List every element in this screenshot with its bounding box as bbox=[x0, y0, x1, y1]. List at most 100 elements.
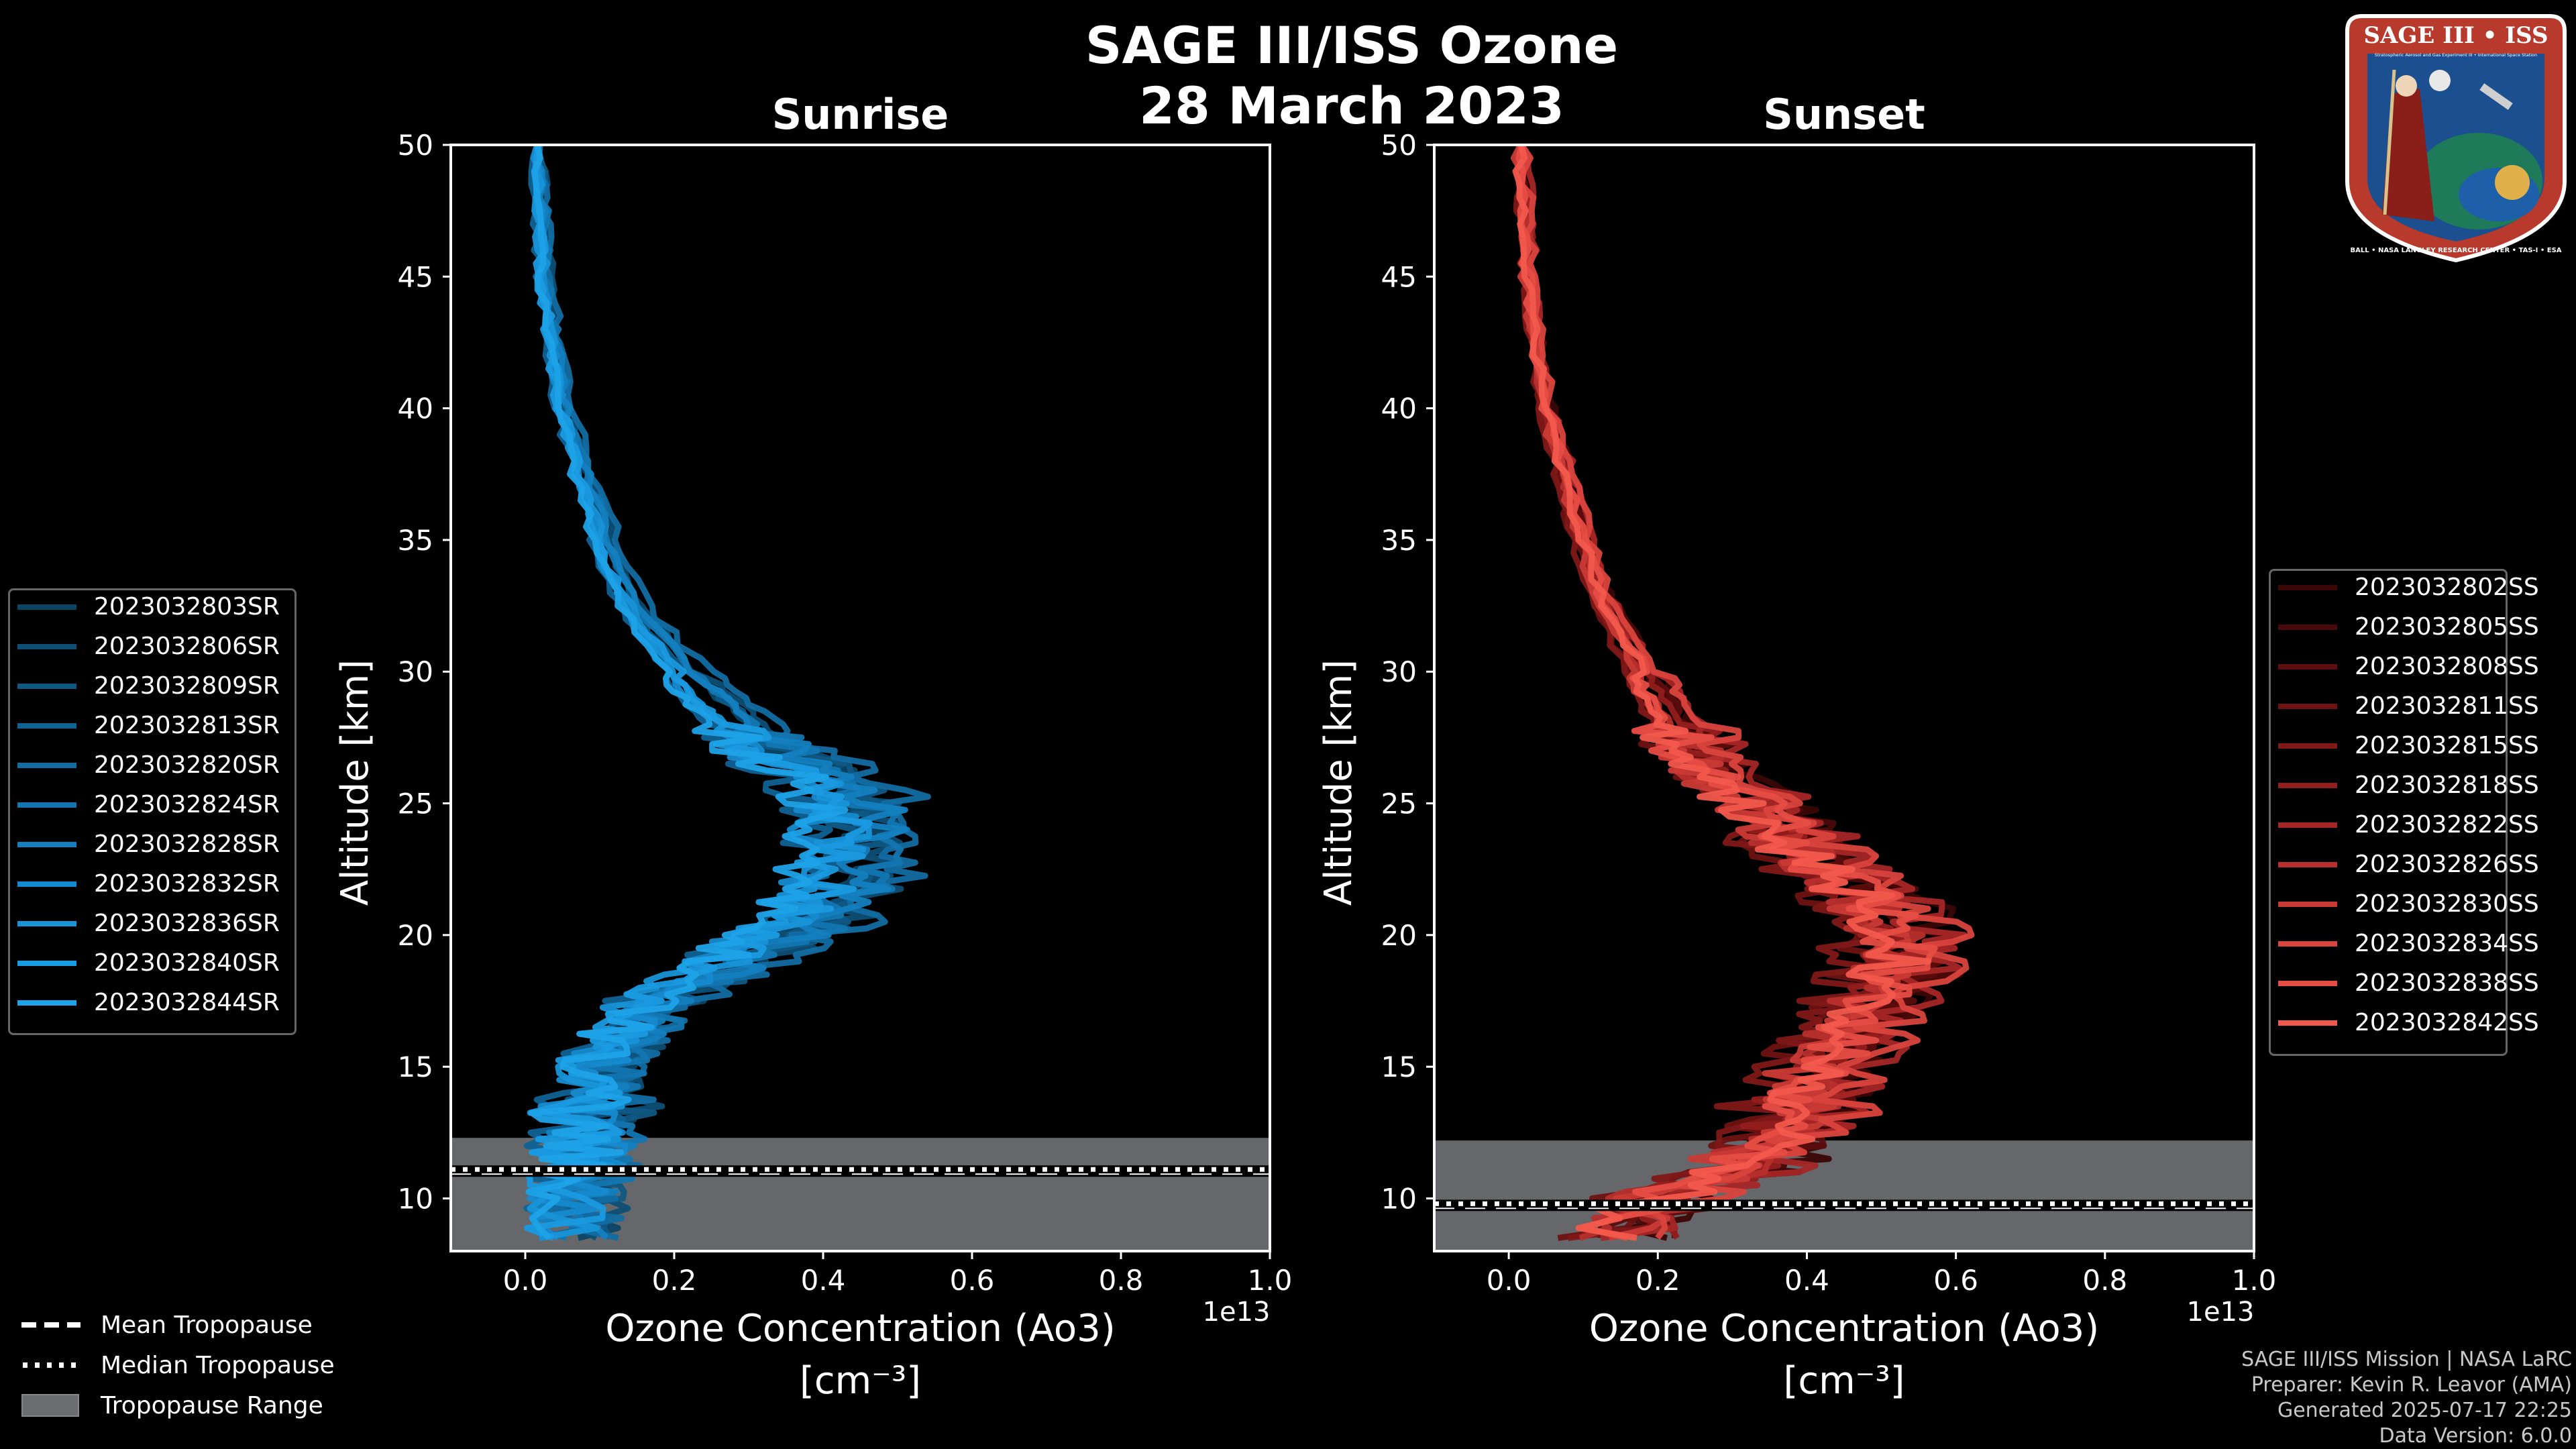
y-tick-label: 50 bbox=[398, 129, 433, 162]
y-tick-label: 20 bbox=[398, 919, 433, 952]
y-tick-label: 15 bbox=[1381, 1051, 1417, 1083]
profile-line-2023032822SS bbox=[1518, 145, 1968, 1241]
legend-item: 2023032836SR bbox=[17, 910, 280, 937]
profile-line-2023032834SS bbox=[1518, 145, 1975, 1240]
legend-label: 2023032844SR bbox=[94, 989, 280, 1016]
y-tick-label: 15 bbox=[398, 1051, 433, 1083]
y-axis-label: Altitude [km] bbox=[333, 659, 377, 906]
x-tick-label: 0.6 bbox=[1933, 1264, 1978, 1297]
legend-line-swatch bbox=[17, 683, 76, 689]
legend-item: 2023032830SS bbox=[2278, 890, 2539, 918]
y-tick-label: 40 bbox=[398, 392, 433, 425]
tropopause-legend: Mean Tropopause Median Tropopause Tropop… bbox=[21, 1305, 335, 1426]
legend-line-swatch bbox=[17, 841, 76, 847]
sunset-panel: 0.0 0.2 0.4 0.6 0.8 1.0 10 15 20 25 30 35 40 45 50 Suns… bbox=[1317, 90, 2276, 1403]
legend-item: 2023032808SS bbox=[2278, 653, 2539, 680]
x-tick-label: 0.6 bbox=[950, 1264, 995, 1297]
staff-icon bbox=[2383, 69, 2396, 215]
legend-label: Mean Tropopause bbox=[101, 1311, 313, 1339]
legend-label: 2023032803SR bbox=[94, 593, 280, 621]
x-tick-label: 0.2 bbox=[1635, 1264, 1680, 1297]
legend-label: 2023032809SR bbox=[94, 672, 280, 700]
legend-line-swatch bbox=[2278, 901, 2337, 907]
sunset-legend bbox=[2269, 569, 2508, 1056]
logo-ring-text: BALL • NASA LANGLEY RESEARCH CENTER • TA… bbox=[2350, 247, 2561, 254]
legend-item: 2023032811SS bbox=[2278, 692, 2539, 720]
axes-frame bbox=[1433, 144, 2255, 1252]
profile-line-2023032802SS bbox=[1515, 145, 1964, 1241]
x-offset-label: 1e13 bbox=[1203, 1297, 1271, 1328]
tropopause-range-band bbox=[1434, 1140, 2254, 1251]
x-tick-label: 0.8 bbox=[2082, 1264, 2127, 1297]
legend-label: 2023032842SS bbox=[2355, 1009, 2539, 1036]
legend-label: 2023032824SR bbox=[94, 791, 280, 818]
legend-label: 2023032834SS bbox=[2355, 930, 2539, 957]
y-axis-label: Altitude [km] bbox=[1317, 659, 1360, 906]
legend-item: 2023032826SS bbox=[2278, 851, 2539, 878]
legend-label: 2023032840SR bbox=[94, 949, 280, 977]
gray-patch-icon bbox=[21, 1394, 79, 1417]
figure-title: SAGE III/ISS Ozone bbox=[1085, 15, 1618, 75]
legend-line-swatch bbox=[2278, 861, 2337, 867]
legend-label: Tropopause Range bbox=[101, 1391, 323, 1419]
logo-subtitle: Stratospheric Aerosol and Gas Experiment… bbox=[2375, 52, 2537, 58]
profile-line-2023032842SS bbox=[1512, 145, 1932, 1241]
axes-frame bbox=[449, 144, 1271, 1252]
legend-item: 2023032802SS bbox=[2278, 574, 2539, 601]
legend-line-swatch bbox=[17, 643, 76, 649]
y-tick-label: 30 bbox=[398, 655, 433, 688]
legend-label: 2023032808SS bbox=[2355, 653, 2539, 680]
logo-title: SAGE III • ISS bbox=[2363, 22, 2548, 49]
sage-iii-iss-mission-logo: SAGE III • ISS Stratospheric Aerosol and… bbox=[2345, 14, 2567, 263]
legend-median-tropopause: Median Tropopause bbox=[21, 1345, 335, 1385]
figure-head-icon bbox=[2396, 75, 2417, 97]
legend-line-swatch bbox=[2278, 584, 2337, 590]
legend-label: 2023032806SR bbox=[94, 633, 280, 660]
legend-item: 2023032828SR bbox=[17, 830, 280, 858]
profile-line-2023032844SR bbox=[525, 145, 849, 1240]
legend-line-swatch bbox=[2278, 980, 2337, 986]
legend-label: 2023032826SS bbox=[2355, 851, 2539, 878]
legend-item: 2023032844SR bbox=[17, 989, 280, 1016]
sun-icon bbox=[2495, 165, 2530, 200]
x-tick-label: 1.0 bbox=[2232, 1264, 2277, 1297]
legend-label: 2023032805SS bbox=[2355, 613, 2539, 641]
x-axis-label: Ozone Concentration (Ao3) bbox=[1589, 1307, 2099, 1350]
legend-label: 2023032802SS bbox=[2355, 574, 2539, 601]
panel-title: Sunset bbox=[1763, 90, 1925, 139]
legend-line-swatch bbox=[17, 762, 76, 768]
x-tick-label: 0.8 bbox=[1099, 1264, 1144, 1297]
legend-label: 2023032822SS bbox=[2355, 811, 2539, 839]
x-offset-label: 1e13 bbox=[2187, 1297, 2255, 1328]
legend-line-swatch bbox=[17, 960, 76, 966]
panel-title: Sunrise bbox=[772, 90, 949, 139]
x-tick-label: 0.4 bbox=[801, 1264, 846, 1297]
legend-label: 2023032818SS bbox=[2355, 771, 2539, 799]
legend-line-swatch bbox=[2278, 703, 2337, 709]
legend-item: 2023032834SS bbox=[2278, 930, 2539, 957]
legend-line-swatch bbox=[17, 920, 76, 926]
legend-label: 2023032813SR bbox=[94, 712, 280, 739]
legend-item: 2023032840SR bbox=[17, 949, 280, 977]
footer-mission: SAGE III/ISS Mission | NASA LaRC bbox=[2241, 1348, 2572, 1371]
profile-line-2023032805SS bbox=[1515, 145, 1965, 1238]
figure-robe-icon bbox=[2382, 89, 2434, 221]
footer-generated: Generated 2025-07-17 22:25 bbox=[2277, 1399, 2572, 1422]
legend-item: 2023032832SR bbox=[17, 870, 280, 898]
y-tick-label: 45 bbox=[398, 260, 433, 293]
y-tick-label: 50 bbox=[1381, 129, 1417, 162]
legend-label: 2023032838SS bbox=[2355, 969, 2539, 997]
legend-label: 2023032836SR bbox=[94, 910, 280, 937]
legend-item: 2023032815SS bbox=[2278, 732, 2539, 759]
y-tick-label: 25 bbox=[398, 788, 433, 820]
legend-item: 2023032805SS bbox=[2278, 613, 2539, 641]
y-tick-label: 10 bbox=[1381, 1182, 1417, 1215]
x-tick-label: 0.2 bbox=[652, 1264, 697, 1297]
footer-data-version: Data Version: 6.0.0 bbox=[2379, 1424, 2572, 1448]
y-tick-label: 35 bbox=[1381, 524, 1417, 557]
moon-icon bbox=[2429, 70, 2451, 91]
legend-line-swatch bbox=[17, 722, 76, 729]
legend-tropopause-range: Tropopause Range bbox=[21, 1385, 335, 1426]
x-tick-label: 0.4 bbox=[1784, 1264, 1829, 1297]
